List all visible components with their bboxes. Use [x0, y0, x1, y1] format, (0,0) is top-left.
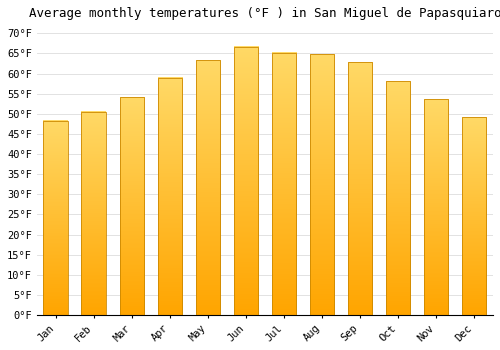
Bar	[158, 78, 182, 315]
Bar	[462, 118, 486, 315]
Bar	[386, 81, 410, 315]
Bar	[196, 60, 220, 315]
Bar	[120, 97, 144, 315]
Title: Average monthly temperatures (°F ) in San Miguel de Papasquiaro: Average monthly temperatures (°F ) in Sa…	[28, 7, 500, 20]
Bar	[272, 53, 296, 315]
Bar	[44, 121, 68, 315]
Bar	[234, 47, 258, 315]
Bar	[82, 112, 106, 315]
Bar	[424, 99, 448, 315]
Bar	[348, 62, 372, 315]
Bar	[310, 54, 334, 315]
